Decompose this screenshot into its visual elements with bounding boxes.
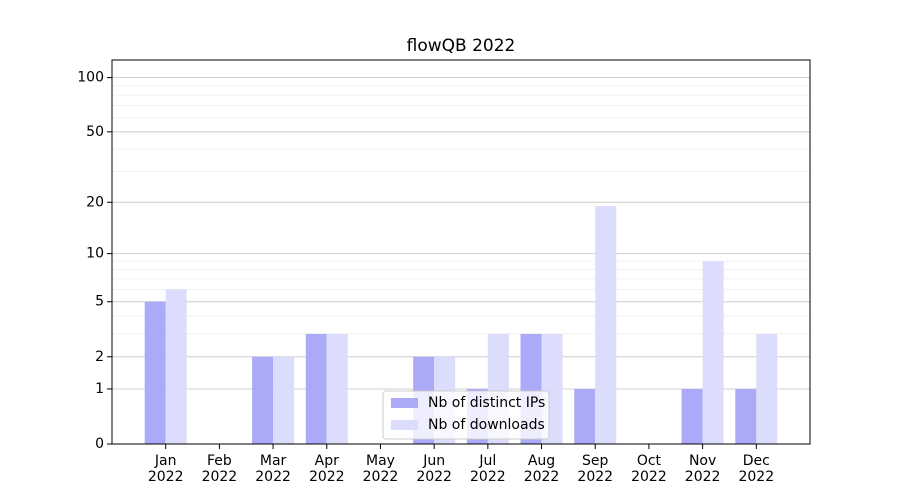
bar [144, 301, 166, 444]
bar [702, 261, 724, 444]
plot-frame [111, 59, 811, 445]
y-tick-label: 10 [86, 246, 104, 262]
legend-label: Nb of downloads [428, 417, 545, 433]
bar [681, 388, 703, 444]
x-tick-label: 2022 [577, 469, 613, 485]
chart-title: flowQB 2022 [407, 36, 516, 56]
legend-label: Nb of distinct IPs [428, 395, 545, 411]
x-tick-label: Aug [528, 453, 555, 469]
y-tick-label: 2 [95, 349, 104, 365]
bar [165, 289, 187, 444]
x-tick-label: 2022 [255, 469, 291, 485]
legend-swatch [391, 420, 418, 430]
y-tick-label: 50 [86, 124, 104, 140]
x-tick-label: Mar [260, 453, 287, 469]
bar [595, 206, 617, 444]
y-tick-label: 20 [86, 194, 104, 210]
bar [735, 388, 757, 444]
bar [305, 333, 327, 444]
x-tick-label: Jun [422, 453, 445, 469]
x-tick-label: 2022 [738, 469, 774, 485]
x-tick-label: May [366, 453, 395, 469]
x-tick-label: 2022 [363, 469, 399, 485]
y-tick-label: 0 [95, 436, 104, 452]
bar [574, 388, 596, 444]
x-tick-label: 2022 [470, 469, 506, 485]
bar [756, 333, 778, 444]
x-tick-label: Oct [637, 453, 662, 469]
legend-box [382, 390, 550, 440]
bar [273, 356, 295, 444]
x-tick-label: Apr [315, 453, 339, 469]
x-tick-label: 2022 [685, 469, 721, 485]
x-tick-label: 2022 [148, 469, 184, 485]
x-tick-label: Dec [743, 453, 770, 469]
y-tick-label: 1 [95, 381, 104, 397]
x-tick-label: Nov [689, 453, 716, 469]
bar [326, 333, 348, 444]
x-tick-label: 2022 [524, 469, 560, 485]
x-tick-label: Jan [154, 453, 177, 469]
x-tick-label: 2022 [631, 469, 667, 485]
x-tick-label: Feb [207, 453, 232, 469]
legend-swatch [391, 398, 418, 408]
y-tick-label: 100 [77, 70, 104, 86]
legend: Nb of distinct IPs Nb of downloads [382, 390, 550, 440]
bar [252, 356, 274, 444]
y-tick-label: 5 [95, 294, 104, 310]
x-tick-label: Jul [478, 453, 496, 469]
x-tick-label: Sep [582, 453, 609, 469]
x-tick-label: 2022 [309, 469, 345, 485]
x-tick-label: 2022 [202, 469, 238, 485]
x-tick-label: 2022 [416, 469, 452, 485]
